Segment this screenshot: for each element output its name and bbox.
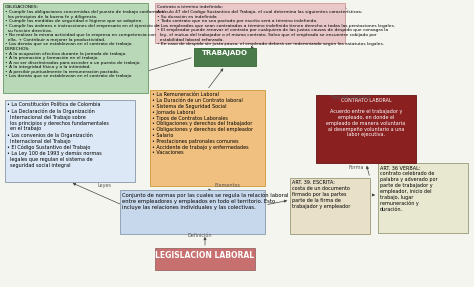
Text: Conjunto de normas por las cuales se regula la relación laboral
entre empleadore: Conjunto de normas por las cuales se reg… (122, 193, 289, 210)
Text: Contrato a término indefinido:
Artículo 47 del Código Sustantivo del Trabajo, el: Contrato a término indefinido: Artículo … (157, 5, 395, 46)
Text: CONTRATO LABORAL

Acuerdo entre el trabajador y
empleado, en donde el
empleado d: CONTRATO LABORAL Acuerdo entre el trabaj… (327, 98, 406, 137)
Text: TRABAJADO: TRABAJADO (202, 51, 248, 57)
Text: • La Remuneración Laboral
• La Duración de un Contrato laboral
• Sistema de Segu: • La Remuneración Laboral • La Duración … (152, 92, 253, 156)
FancyBboxPatch shape (194, 48, 256, 66)
FancyBboxPatch shape (378, 163, 468, 233)
Text: Leyes: Leyes (98, 183, 112, 188)
Text: OBLIGACIONES:
• Cumplir las obligaciones concernidas del puesto de trabajo confo: OBLIGACIONES: • Cumplir las obligaciones… (5, 5, 164, 79)
Text: ART. 39. ESCRITA:
costa de un documento
firmado por las partes
parte de la firma: ART. 39. ESCRITA: costa de un documento … (292, 181, 350, 209)
FancyBboxPatch shape (5, 100, 135, 182)
FancyBboxPatch shape (316, 95, 416, 163)
Text: • La Constitución Política de Colombia
• La Declaración de la Organización
  Int: • La Constitución Política de Colombia •… (7, 102, 109, 168)
FancyBboxPatch shape (290, 178, 370, 234)
FancyBboxPatch shape (150, 90, 265, 186)
Text: ART. 36 VERBAL:
contrato celebrado de
palabra y adverado por
parte de trabajador: ART. 36 VERBAL: contrato celebrado de pa… (380, 166, 438, 212)
FancyBboxPatch shape (3, 3, 148, 93)
FancyBboxPatch shape (155, 3, 345, 43)
Text: Tipo de contrato: Tipo de contrato (330, 95, 370, 100)
Text: LEGISLACION LABORAL: LEGISLACION LABORAL (155, 251, 255, 259)
Text: Definición: Definición (188, 233, 212, 238)
Text: Forma: Forma (348, 165, 364, 170)
FancyBboxPatch shape (120, 190, 265, 234)
FancyBboxPatch shape (155, 248, 255, 270)
Text: Elementos: Elementos (215, 183, 241, 188)
